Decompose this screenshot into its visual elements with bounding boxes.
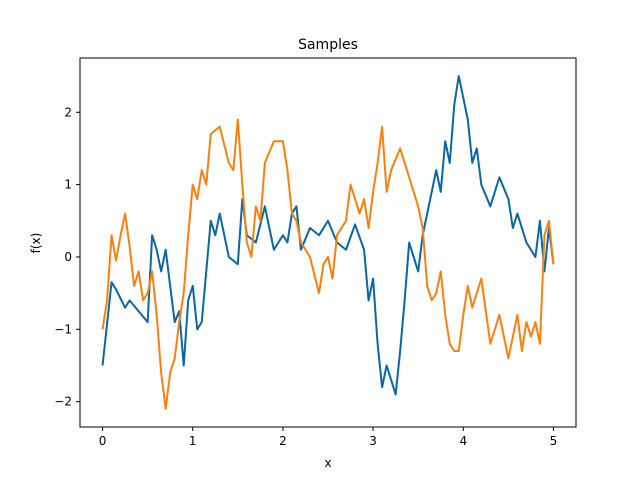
- series-layer: [101, 75, 555, 410]
- x-tick-label: 4: [459, 434, 467, 448]
- x-tick-label: 0: [99, 434, 107, 448]
- x-tick-label: 1: [189, 434, 197, 448]
- y-tick-label: −1: [54, 322, 72, 336]
- x-tick-label: 2: [279, 434, 287, 448]
- y-axis-label: f(x): [29, 233, 43, 254]
- plot-area-frame: [79, 57, 577, 428]
- y-tick-label: 1: [64, 178, 72, 192]
- y-tick-label: 0: [64, 250, 72, 264]
- x-tick-label: 5: [550, 434, 558, 448]
- x-tick-label: 3: [369, 434, 377, 448]
- x-axis-ticks: 0 1 2 3 4 5: [99, 427, 558, 448]
- y-tick-label: −2: [54, 395, 72, 409]
- y-axis-ticks: −2 −1 0 1 2: [54, 105, 80, 409]
- y-tick-label: 2: [64, 105, 72, 119]
- series-line-2: [101, 118, 555, 410]
- chart-title: Samples: [298, 37, 358, 53]
- x-axis-label: x: [324, 456, 331, 470]
